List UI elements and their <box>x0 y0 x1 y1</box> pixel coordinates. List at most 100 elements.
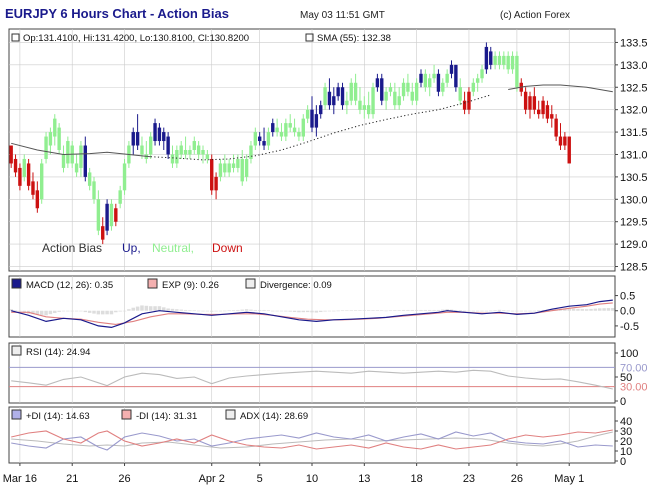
price-bar-body <box>558 136 563 146</box>
price-bar-body <box>506 55 510 70</box>
divergence-bar <box>576 308 580 311</box>
plus-di-legend: +DI (14): 14.63 <box>26 411 90 422</box>
divergence-bar <box>231 310 236 311</box>
price-bar-body <box>327 91 332 106</box>
divergence-bar <box>153 306 157 311</box>
price-bar-body <box>22 158 26 177</box>
x-tick-label: Mar 16 <box>3 473 37 485</box>
divergence-bar <box>536 310 541 311</box>
divergence-bar <box>423 309 428 311</box>
price-bar-body <box>257 136 262 142</box>
divergence-bar <box>484 310 489 312</box>
price-bar-body <box>135 132 140 146</box>
price-bar-body <box>510 55 515 70</box>
bias-legend-up: Up, <box>122 241 141 255</box>
price-y-tick-label: 132.0 <box>620 105 648 117</box>
divergence-bar <box>301 310 306 313</box>
price-bar-body <box>428 78 432 88</box>
divergence-bar <box>39 310 44 315</box>
divergence-bar <box>9 309 13 311</box>
divergence-bar <box>454 309 458 311</box>
x-tick-label: 26 <box>118 473 130 485</box>
rsi-level-label: 70.00 <box>620 362 648 374</box>
divergence-bar <box>475 310 480 312</box>
price-bar-body <box>528 96 532 110</box>
price-bar-body <box>554 118 558 137</box>
sma-line <box>11 142 151 158</box>
price-y-tick-label: 131.0 <box>620 149 648 161</box>
price-bar-body <box>441 82 445 92</box>
price-bar-body <box>471 82 476 92</box>
price-bar-body <box>236 158 240 168</box>
divergence-bar <box>288 310 292 312</box>
divergence-bar <box>70 310 74 312</box>
divergence-bar <box>275 310 279 312</box>
price-bar-body <box>366 105 371 115</box>
price-y-axis: 133.5 133.0 132.5 132.0 131.5 131.0 130.5 130.0… <box>615 37 648 274</box>
x-tick-label: 5 <box>257 473 263 485</box>
bias-legend-label: Action Bias <box>42 241 102 255</box>
divergence-bar <box>401 309 406 311</box>
price-bar-body <box>53 118 57 137</box>
rsi-level-label: 30.00 <box>620 382 648 394</box>
macd-y-tick-label: 0.0 <box>620 306 635 318</box>
divergence-legend: Divergence: 0.09 <box>260 280 332 291</box>
divergence-bar <box>183 309 188 311</box>
price-bar-body <box>57 127 61 150</box>
plus-di-legend-swatch <box>11 409 22 420</box>
divergence-bar <box>449 309 454 311</box>
price-bar-body <box>275 127 279 133</box>
chart-title: EURJPY 6 Hours Chart - Action Bias <box>5 6 229 21</box>
price-bar-body <box>61 154 66 168</box>
divergence-bar <box>209 310 214 312</box>
divergence-bar <box>214 310 218 312</box>
price-bar-body <box>340 87 345 106</box>
divergence-bar <box>580 309 585 311</box>
price-bar-body <box>109 203 114 227</box>
divergence-bar <box>602 308 606 311</box>
divergence-bar <box>297 310 301 313</box>
divergence-bar <box>323 310 327 312</box>
price-bar-body <box>393 91 397 106</box>
price-bar-body <box>401 82 406 97</box>
divergence-bar <box>471 310 476 312</box>
price-bar-body <box>266 132 271 146</box>
divergence-bar <box>523 310 528 312</box>
divergence-bar <box>410 309 415 311</box>
divergence-bar <box>380 310 384 312</box>
divergence-bar <box>349 310 353 312</box>
price-bar-body <box>550 114 554 119</box>
divergence-bar <box>406 309 410 311</box>
divergence-bar <box>467 310 471 312</box>
rsi-lines <box>9 366 615 390</box>
price-y-tick-label: 131.5 <box>620 127 648 139</box>
chart-source: (c) Action Forex <box>500 10 570 21</box>
price-bar-body <box>397 96 401 106</box>
price-bar-body <box>153 123 157 142</box>
price-bar-body <box>310 109 314 128</box>
divergence-bar <box>393 310 397 311</box>
macd-y-tick-label: 0.5 <box>620 291 635 303</box>
divergence-bar <box>218 310 223 312</box>
divergence-bar <box>432 309 436 311</box>
price-bar-body <box>419 73 423 83</box>
price-bar-body <box>179 145 183 155</box>
price-bar-body <box>205 154 210 159</box>
divergence-bar <box>427 309 432 311</box>
price-bar-body <box>414 82 419 101</box>
price-bar-body <box>101 226 105 240</box>
bias-legend-neutral: Neutral, <box>152 241 194 255</box>
divergence-bar <box>162 307 166 311</box>
price-bar-body <box>244 158 249 177</box>
price-bar-body <box>436 73 441 92</box>
divergence-bar <box>462 310 467 312</box>
price-bar-body <box>388 87 393 92</box>
divergence-bar <box>118 310 122 312</box>
price-bar-body <box>196 145 201 155</box>
price-bar-body <box>140 145 144 155</box>
price-bar-body <box>166 136 170 155</box>
price-y-tick-label: 128.5 <box>620 262 648 274</box>
price-bar-body <box>323 87 327 106</box>
macd-line <box>11 299 613 329</box>
